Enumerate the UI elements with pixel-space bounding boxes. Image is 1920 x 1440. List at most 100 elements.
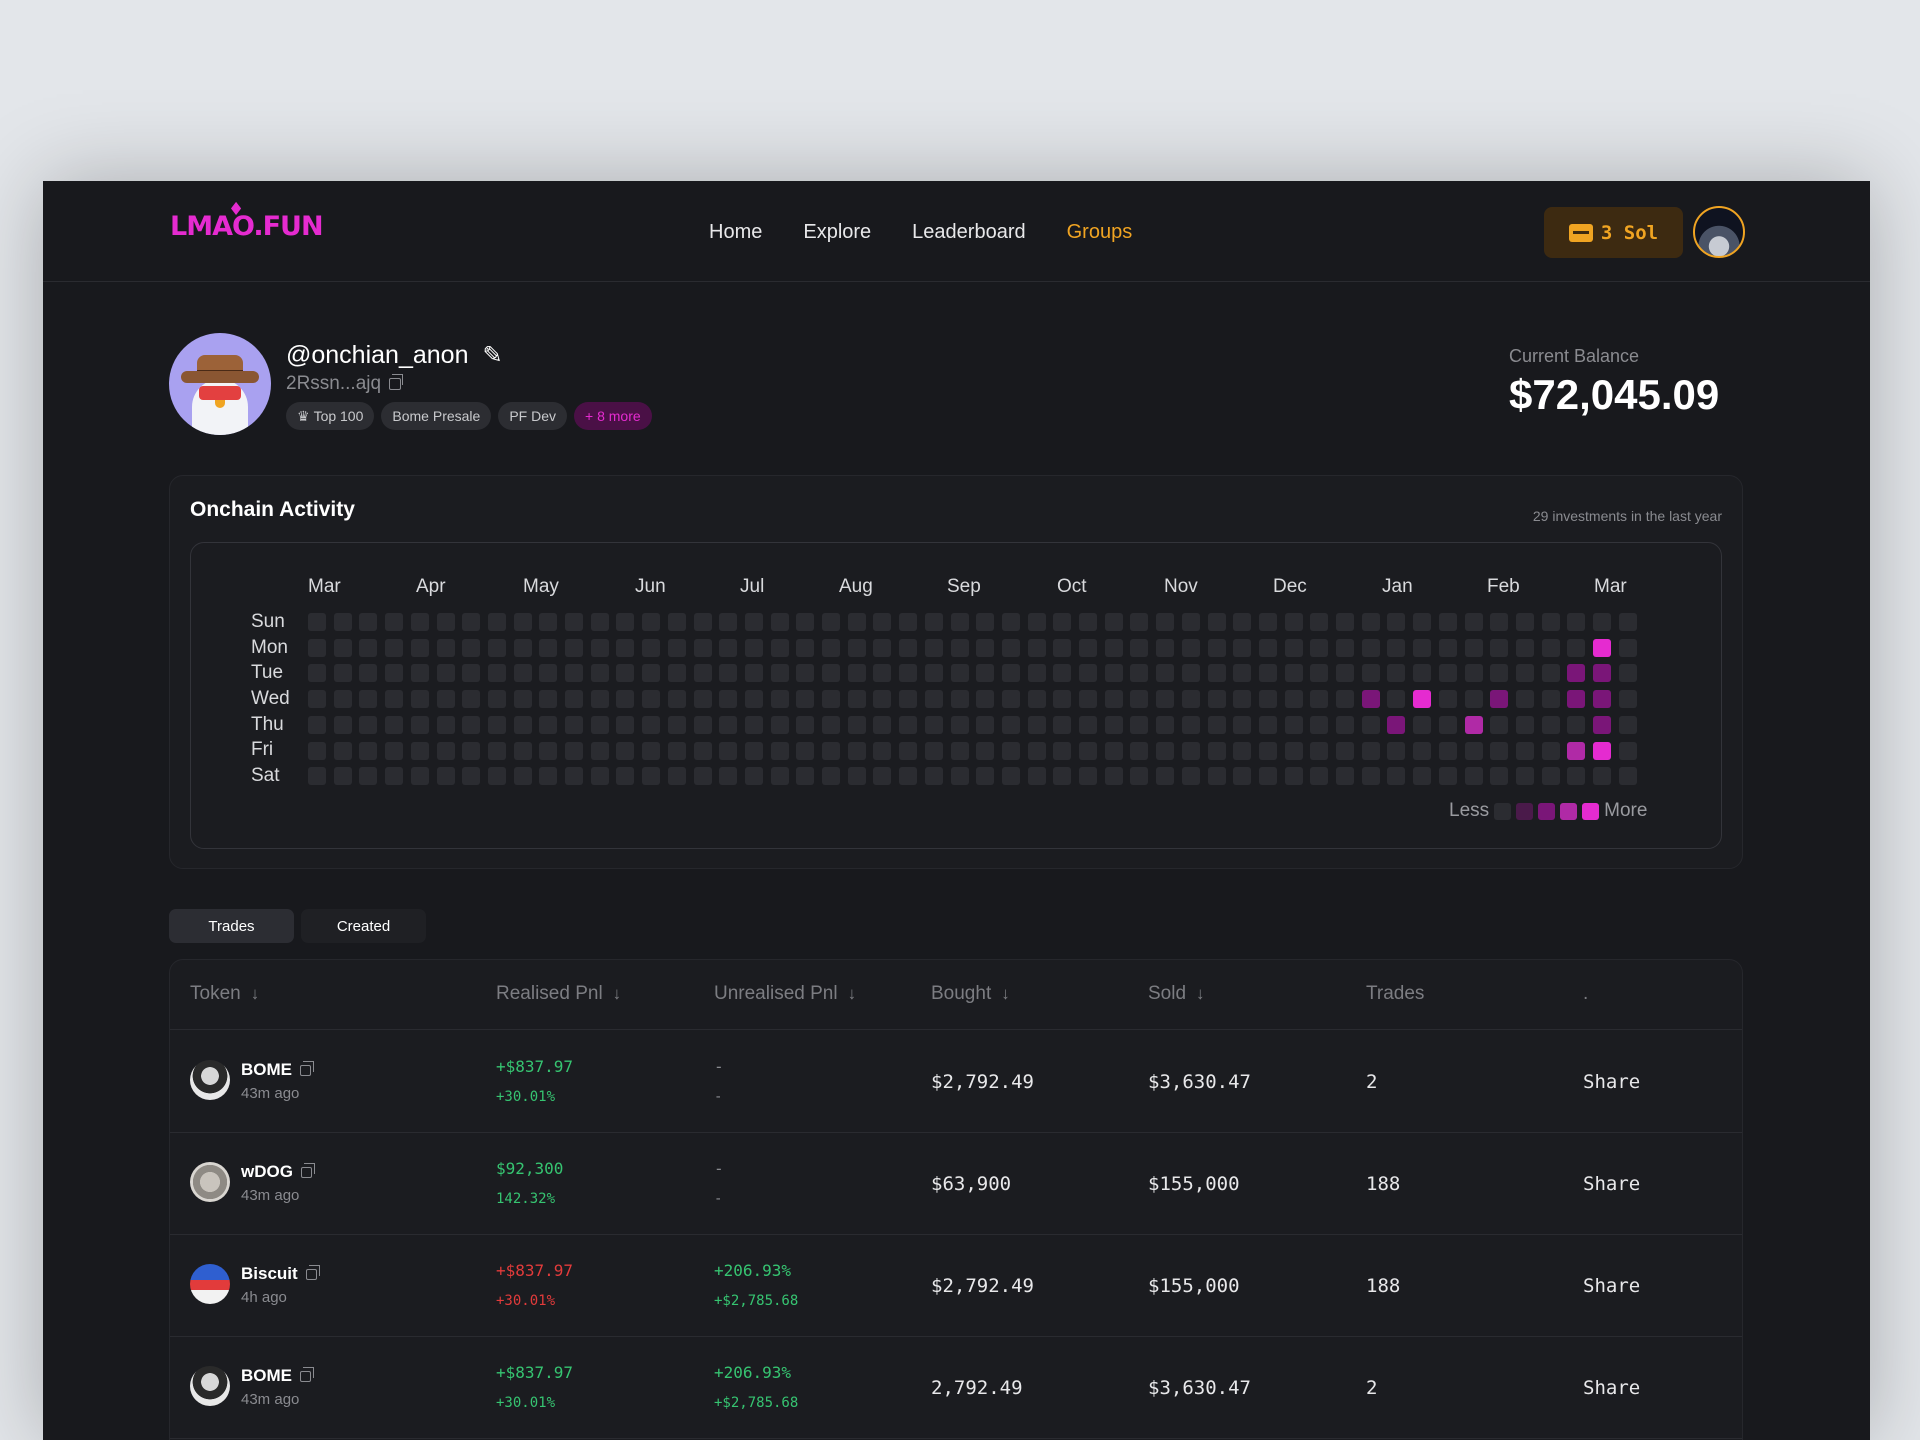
copy-icon[interactable] [300,1162,315,1178]
table-row[interactable]: BOME 43m ago +$837.97 +30.01% - - $2,792… [170,1031,1742,1133]
share-button[interactable]: Share [1583,1275,1641,1297]
logo[interactable]: LMAO.FUN ♦ [170,199,324,242]
activity-cell [1541,767,1560,786]
activity-cell [899,690,918,709]
copy-icon[interactable] [305,1264,320,1280]
activity-cell [436,613,455,631]
activity-cell [924,741,943,760]
activity-cell [976,690,995,709]
edit-pencil-icon[interactable]: ✎ [482,342,503,369]
activity-cell [1130,690,1149,709]
activity-cell [719,638,738,657]
activity-cell [1593,690,1611,709]
table-row[interactable]: Biscuit 4h ago +$837.97 +30.01% +206.93%… [170,1235,1742,1337]
table-row[interactable]: BOME 43m ago +$837.97 +30.01% +206.93% +… [170,1337,1742,1439]
activity-cell [1490,741,1509,760]
activity-cell [1464,638,1483,657]
copy-icon[interactable] [300,1366,314,1382]
activity-cell [1207,715,1226,734]
activity-cell [1464,613,1483,631]
activity-cell [565,767,583,786]
activity-cell [719,741,738,760]
activity-cell [1515,741,1534,760]
nav-explore[interactable]: Explore [803,221,872,243]
activity-cell [539,741,558,760]
column-bought[interactable]: Bought ↓ [931,983,1010,1005]
activity-cell [1079,638,1097,657]
activity-cell [873,664,892,683]
tab-created[interactable]: Created [301,909,426,943]
activity-cell [1001,767,1020,786]
activity-cell [410,613,429,631]
activity-cell [1567,741,1586,760]
activity-cell [873,638,892,657]
activity-cell [1336,638,1354,657]
activity-cell [487,638,506,657]
token-avatar [190,1162,230,1202]
user-avatar[interactable] [1693,206,1745,258]
copy-icon[interactable] [300,1060,314,1076]
column-sold[interactable]: Sold ↓ [1148,983,1205,1005]
activity-cell [513,741,532,760]
tab-trades[interactable]: Trades [169,909,294,943]
share-button[interactable]: Share [1583,1071,1641,1093]
nav-groups[interactable]: Groups [1066,221,1133,243]
activity-cell [1181,741,1200,760]
day-label: Tue [251,662,284,684]
token-avatar [190,1060,230,1100]
copy-icon[interactable] [389,374,404,390]
activity-cell [410,715,429,734]
month-label: Oct [1057,576,1087,597]
activity-cell [565,690,583,709]
table-row[interactable]: wDOG 43m ago $92,300 142.32% - - $63,900… [170,1133,1742,1235]
token-avatar [190,1264,230,1304]
realised-pnl: +$837.97 [496,1261,574,1280]
activity-cell [1104,638,1123,657]
column-token[interactable]: Token ↓ [190,983,259,1005]
activity-cell [899,613,918,631]
activity-cell [333,741,352,760]
activity-cell [1053,767,1072,786]
legend-swatch [1516,802,1534,820]
activity-cell [1387,767,1406,786]
activity-cell [976,638,995,657]
column-unrealised-pnl[interactable]: Unrealised Pnl ↓ [714,983,856,1005]
activity-cell [1130,741,1149,760]
activity-cell [333,638,352,657]
activity-cell [359,613,378,631]
activity-cell [1104,715,1123,734]
nav-home[interactable]: Home [709,221,763,243]
activity-cell [796,741,815,760]
activity-cell [616,638,635,657]
column-realised-pnl[interactable]: Realised Pnl ↓ [496,983,621,1005]
activity-cell [1593,664,1611,683]
activity-cell [1361,741,1380,760]
activity-cell [436,638,455,657]
activity-cell [1027,638,1046,657]
nav-leaderboard[interactable]: Leaderboard [912,221,1026,243]
activity-cell [385,767,404,786]
unrealised-pnl-sub: - [714,1191,723,1207]
wallet-button[interactable]: 3 Sol [1544,207,1683,258]
activity-cell [1001,613,1020,631]
share-button[interactable]: Share [1583,1173,1641,1195]
activity-cell [616,767,635,786]
activity-cell [1361,613,1380,631]
activity-cell [1053,638,1072,657]
legend-less: Less [1449,800,1490,821]
share-button[interactable]: Share [1583,1377,1641,1399]
activity-legend: Less More [1449,800,1647,822]
activity-cell [1284,664,1303,683]
activity-cell [1053,715,1072,734]
activity-cell [796,613,815,631]
activity-cell [308,741,326,760]
activity-cell [1464,767,1483,786]
activity-cell [1310,613,1329,631]
activity-cell [1156,690,1175,709]
more-badges-button[interactable]: + 8 more [574,402,652,430]
activity-cell [1438,715,1457,734]
activity-cell [822,767,840,786]
activity-cell [1027,715,1046,734]
activity-cell [1181,613,1200,631]
activity-cell [385,664,404,683]
